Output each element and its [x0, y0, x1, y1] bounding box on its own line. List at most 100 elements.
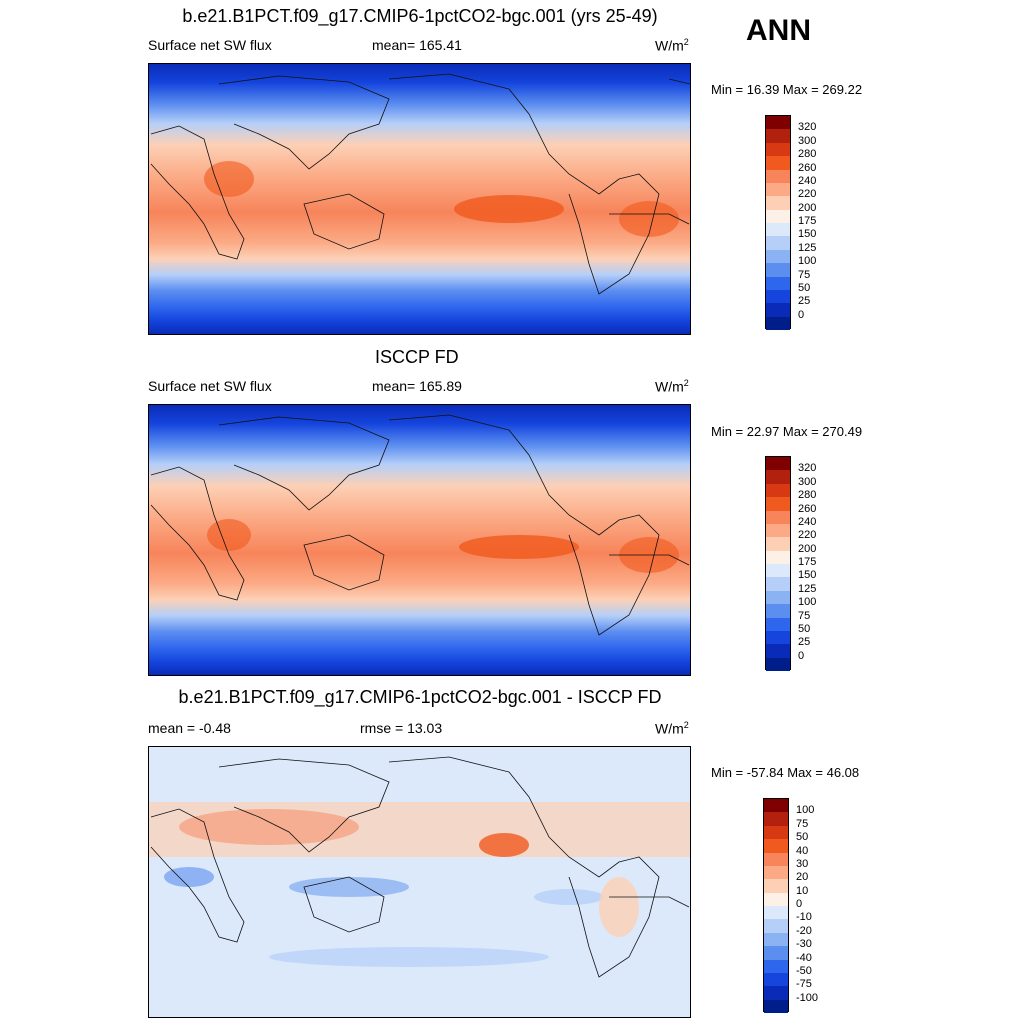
- colorbar-tick-label: 50: [798, 281, 811, 294]
- colorbar-tick-label: 175: [798, 556, 817, 568]
- panel-1-coastlines: [150, 73, 690, 295]
- colorbar-tick-label: 20: [796, 871, 809, 884]
- panel-1-map-field: [149, 64, 690, 334]
- colorbar-swatch: [766, 182, 790, 197]
- colorbar-swatch: [764, 999, 788, 1013]
- colorbar-swatch: [764, 839, 788, 853]
- colorbar-swatch: [764, 799, 788, 813]
- colorbar-swatch: [766, 657, 790, 671]
- colorbar-tick-label: 260: [798, 161, 817, 174]
- panel-3-title: b.e21.B1PCT.f09_g17.CMIP6-1pctCO2-bgc.00…: [178, 687, 662, 707]
- colorbar-swatch: [764, 959, 788, 973]
- colorbar-swatch: [766, 550, 790, 564]
- colorbar-swatch: [766, 276, 790, 290]
- colorbar-tick-label: -50: [796, 964, 812, 977]
- colorbar-swatch: [766, 169, 790, 183]
- colorbar-swatch: [766, 223, 790, 237]
- colorbar-swatch: [764, 972, 788, 987]
- panel-1-title: b.e21.B1PCT.f09_g17.CMIP6-1pctCO2-bgc.00…: [182, 6, 658, 26]
- panel-1-colorbar: [765, 115, 791, 330]
- colorbar-swatch: [766, 249, 790, 264]
- colorbar-swatch: [766, 289, 790, 304]
- panel-3-map-field: [149, 747, 690, 1017]
- colorbar-swatch: [764, 892, 788, 906]
- colorbar-tick-label: 0: [798, 649, 805, 662]
- colorbar-swatch: [766, 316, 790, 330]
- colorbar-swatch: [766, 617, 790, 631]
- colorbar-tick-label: -20: [796, 924, 812, 937]
- colorbar-tick-label: 220: [798, 188, 817, 201]
- colorbar-swatch: [766, 577, 790, 591]
- colorbar-swatch: [766, 590, 790, 605]
- colorbar-swatch: [766, 142, 790, 157]
- colorbar-swatch: [764, 946, 788, 960]
- panel-3-rmse: rmse = 13.03: [360, 720, 443, 736]
- panel-3-units: W/m2: [655, 720, 689, 737]
- panel-3-colorbar: [763, 798, 789, 1013]
- colorbar-swatch: [764, 812, 788, 826]
- colorbar-swatch: [764, 919, 788, 933]
- colorbar-tick-label: 125: [798, 241, 817, 254]
- colorbar-swatch: [766, 236, 790, 250]
- colorbar-tick-label: 10: [796, 884, 809, 897]
- colorbar-tick-label: 260: [798, 502, 817, 515]
- colorbar-tick-label: -100: [796, 991, 819, 1004]
- panel-1-variable-label: Surface net SW flux: [148, 37, 272, 53]
- colorbar-swatch: [764, 852, 788, 866]
- panel-2-colorbar: [765, 456, 791, 671]
- colorbar-swatch: [766, 129, 790, 143]
- colorbar-swatch: [766, 523, 790, 538]
- colorbar-tick-label: 0: [796, 898, 803, 910]
- panel-2-map: [148, 404, 691, 676]
- panel-1-minmax: Min = 16.39 Max = 269.22: [711, 82, 863, 97]
- colorbar-swatch: [766, 564, 790, 578]
- panel-2-mean: mean= 165.89: [372, 378, 462, 394]
- colorbar-tick-label: 320: [798, 462, 817, 475]
- colorbar-tick-label: 100: [798, 255, 817, 268]
- panel-2-title: ISCCP FD: [375, 347, 459, 367]
- colorbar-swatch: [766, 116, 790, 130]
- panel-2-map-field: [149, 405, 690, 675]
- colorbar-swatch: [764, 865, 788, 880]
- colorbar-tick-label: 100: [798, 596, 817, 609]
- panel-3-coastlines: [150, 756, 690, 978]
- colorbar-swatch: [766, 630, 790, 645]
- colorbar-tick-label: 75: [798, 609, 811, 622]
- colorbar-swatch: [764, 906, 788, 920]
- colorbar-swatch: [764, 986, 788, 1000]
- colorbar-tick-label: 0: [798, 308, 805, 321]
- colorbar-tick-label: 175: [798, 215, 817, 227]
- colorbar-swatch: [766, 156, 790, 170]
- colorbar-tick-label: 280: [798, 148, 817, 161]
- colorbar-tick-label: 30: [796, 857, 809, 870]
- panel-1-mean: mean= 165.41: [372, 37, 462, 53]
- colorbar-swatch: [766, 470, 790, 484]
- colorbar-tick-label: 125: [798, 582, 817, 595]
- panel-2-variable-label: Surface net SW flux: [148, 378, 272, 394]
- panel-3-mean: mean = -0.48: [148, 720, 231, 736]
- colorbar-tick-label: 240: [798, 174, 817, 187]
- colorbar-tick-label: 25: [798, 636, 811, 649]
- colorbar-swatch: [766, 644, 790, 658]
- colorbar-tick-label: 75: [798, 268, 811, 281]
- colorbar-tick-label: -10: [796, 911, 812, 924]
- colorbar-tick-label: 150: [798, 569, 817, 582]
- colorbar-swatch: [766, 604, 790, 618]
- colorbar-tick-label: 240: [798, 515, 817, 528]
- colorbar-tick-label: 280: [798, 489, 817, 502]
- colorbar-tick-label: 220: [798, 529, 817, 542]
- colorbar-tick-label: -75: [796, 978, 812, 991]
- colorbar-tick-label: -40: [796, 951, 812, 964]
- colorbar-tick-label: 150: [798, 228, 817, 241]
- panel-2-minmax: Min = 22.97 Max = 270.49: [711, 424, 863, 439]
- colorbar-tick-label: 50: [798, 622, 811, 635]
- colorbar-tick-label: 75: [796, 817, 809, 830]
- colorbar-swatch: [766, 196, 790, 210]
- panel-2-coastlines: [150, 414, 690, 636]
- panel-2-units: W/m2: [655, 378, 689, 395]
- colorbar-tick-label: 100: [796, 804, 815, 817]
- colorbar-swatch: [766, 537, 790, 551]
- panel-1-map: [148, 63, 691, 335]
- panel-3-minmax: Min = -57.84 Max = 46.08: [711, 765, 860, 780]
- colorbar-tick-label: 320: [798, 121, 817, 134]
